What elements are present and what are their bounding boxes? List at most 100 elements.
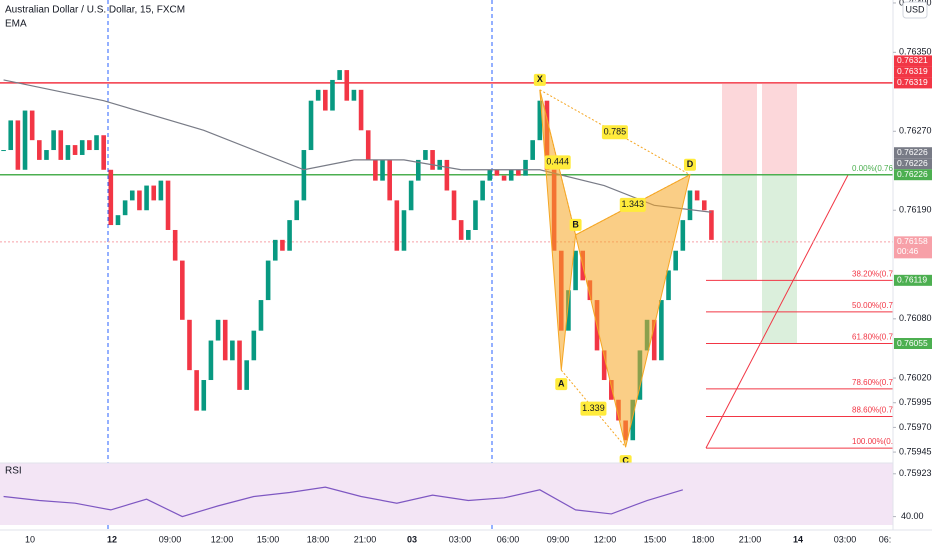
- price-label-box: [894, 274, 932, 286]
- plot-area: 0.785 0.444 1.343 1.339 X A B C D 0.00%(0.7622 38.…: [0, 0, 902, 530]
- candle: [494, 169, 500, 176]
- candle: [365, 130, 371, 160]
- price-label: 0.76226: [897, 158, 928, 168]
- candle: [65, 145, 71, 160]
- candle: [15, 120, 21, 170]
- x-tick-label: 21:00: [354, 534, 377, 544]
- fib-label: 61.80%(0.760: [852, 333, 902, 342]
- time-axis: [0, 530, 932, 550]
- price-label-box: [894, 147, 932, 159]
- fib-label: 0.00%(0.7622: [852, 164, 902, 173]
- candle: [272, 239, 278, 261]
- candle: [394, 200, 400, 251]
- point-box: [569, 218, 582, 231]
- price-label-box: [894, 338, 932, 349]
- candle: [251, 330, 257, 361]
- candle: [294, 200, 300, 221]
- candle: [666, 270, 671, 301]
- candle: [265, 260, 271, 301]
- x-tick-label: 18:00: [307, 534, 330, 544]
- fib-label: 50.00%(0.760: [852, 301, 902, 310]
- candle: [87, 140, 92, 151]
- candle: [280, 239, 285, 251]
- short-stop-zone: [762, 84, 797, 175]
- candle: [516, 169, 521, 176]
- candle: [601, 350, 607, 381]
- candle: [201, 380, 207, 411]
- currency-button[interactable]: [902, 1, 928, 19]
- candle: [29, 110, 35, 141]
- candle: [151, 185, 157, 201]
- candle: [609, 380, 614, 400]
- target-zone: [762, 175, 797, 343]
- pattern-dashed: [560, 369, 627, 448]
- x-tick-label: 15:00: [644, 534, 667, 544]
- candle: [37, 140, 42, 160]
- candle: [122, 200, 128, 216]
- candle: [337, 70, 342, 80]
- fib-label: 100.00%(0.75: [852, 437, 902, 446]
- candle: [115, 215, 121, 226]
- fib-label: 38.20%(0.761: [852, 269, 902, 278]
- point-label: B: [572, 219, 579, 229]
- candle: [373, 159, 378, 181]
- candle: [287, 220, 292, 251]
- y-tick-label: 0.75923: [899, 468, 932, 478]
- price-label: 0.76226: [897, 169, 928, 179]
- candle: [380, 159, 385, 181]
- candle: [530, 140, 535, 160]
- candle: [537, 100, 543, 141]
- candle: [415, 159, 421, 181]
- ratio-label: 0.444: [546, 157, 569, 167]
- target-zone: [722, 175, 757, 280]
- point-box: [533, 73, 546, 86]
- candle: [508, 169, 514, 181]
- price-label-box: [894, 169, 932, 181]
- candle: [258, 300, 264, 331]
- candle: [701, 200, 707, 211]
- candle: [323, 89, 328, 111]
- pattern-dashed: [539, 89, 577, 236]
- candle: [129, 190, 135, 201]
- price-label: 0.76321: [897, 55, 928, 65]
- y-tick-label: 0.75995: [899, 397, 932, 407]
- candle: [330, 79, 335, 111]
- pattern-dashed: [539, 89, 691, 176]
- x-tick-label: 12: [107, 534, 117, 544]
- price-label-box: [894, 236, 932, 259]
- candle: [172, 229, 178, 261]
- symbol-title: Australian Dollar / U.S. Dollar, 15, FXC…: [5, 5, 185, 16]
- x-tick-label: 06:00: [497, 534, 520, 544]
- candle: [44, 150, 49, 160]
- currency-label[interactable]: USD: [905, 4, 925, 14]
- candle: [72, 145, 78, 155]
- y-tick-label: 0.76190: [899, 205, 932, 215]
- x-tick-label: 15:00: [257, 534, 280, 544]
- candle: [680, 220, 686, 251]
- candle: [659, 300, 664, 361]
- price-label: 0.76226: [897, 147, 928, 157]
- x-tick-label: 03:00: [834, 534, 857, 544]
- candle: [358, 89, 364, 131]
- point-label: A: [558, 379, 565, 389]
- price-label: 0.76055: [897, 338, 928, 348]
- price-label: 0.76319: [897, 77, 928, 87]
- countdown: 00:46: [897, 246, 919, 256]
- x-tick-label: 12:00: [594, 534, 617, 544]
- y-tick-label: 0.76270: [899, 126, 932, 136]
- ratio-box: [580, 401, 607, 416]
- candle: [573, 250, 578, 291]
- candle: [1, 150, 6, 152]
- candle: [466, 229, 471, 240]
- short-stop-zone: [722, 84, 757, 175]
- x-tick-label: 03: [407, 534, 417, 544]
- candle: [673, 250, 678, 271]
- candle: [487, 169, 493, 181]
- candle: [244, 360, 249, 390]
- candle: [79, 140, 85, 155]
- candle: [351, 89, 357, 101]
- candle: [194, 370, 199, 411]
- x-tick-label: 10: [25, 534, 35, 544]
- candle: [423, 150, 428, 160]
- candle: [401, 210, 407, 251]
